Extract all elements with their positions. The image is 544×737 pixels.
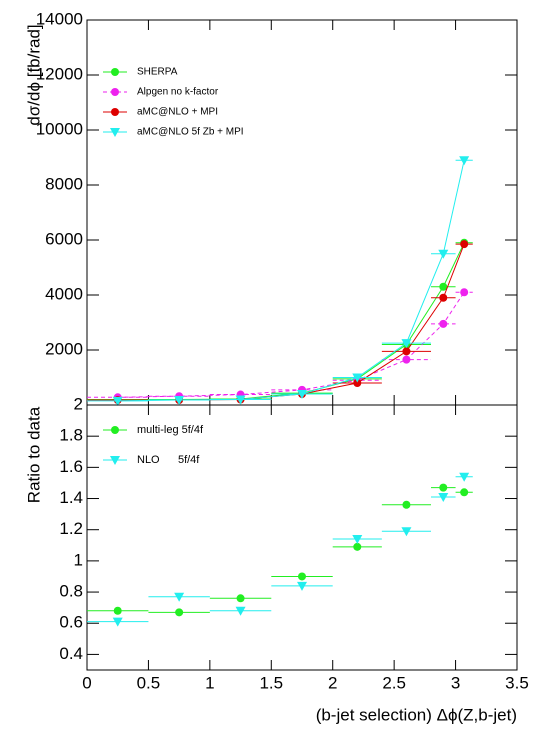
marker xyxy=(235,395,246,405)
y-tick-label: 8000 xyxy=(45,174,83,193)
marker xyxy=(174,396,185,406)
marker xyxy=(235,606,246,616)
plot-frame xyxy=(86,404,518,671)
marker xyxy=(460,240,469,249)
legend-marker xyxy=(111,426,119,434)
marker xyxy=(460,488,469,497)
x-tick-label: 2.5 xyxy=(382,673,406,692)
marker xyxy=(298,572,306,581)
x-tick-label: 0 xyxy=(82,673,91,692)
legend-marker xyxy=(111,68,119,76)
legend-marker xyxy=(111,88,119,96)
marker xyxy=(352,535,363,545)
legend-label: aMC@NLO + MPI xyxy=(137,107,218,118)
marker xyxy=(439,319,448,328)
y-tick-label: 12000 xyxy=(36,64,83,83)
marker xyxy=(401,339,412,349)
y-tick-label: 1.6 xyxy=(59,457,83,476)
y-tick-label: 1.2 xyxy=(59,519,83,538)
marker xyxy=(438,492,449,502)
y-tick-label: 1.8 xyxy=(59,426,83,445)
series-line xyxy=(117,243,465,401)
y-axis-label: Ratio to data xyxy=(24,406,43,503)
marker xyxy=(439,293,448,302)
y-tick-label: 2000 xyxy=(45,339,83,358)
legend-marker xyxy=(111,108,119,116)
legend-label: NLO 5f/4f xyxy=(137,454,200,466)
y-tick-label: 1 xyxy=(74,550,83,569)
y-tick-label: 0.8 xyxy=(59,582,83,601)
x-tick-label: 1 xyxy=(205,673,214,692)
marker xyxy=(459,472,470,482)
marker xyxy=(175,608,184,617)
legend-marker xyxy=(110,456,120,465)
marker xyxy=(113,606,122,615)
marker xyxy=(352,373,363,383)
marker xyxy=(353,542,362,551)
legend-label: multi-leg 5f/4f xyxy=(137,424,204,436)
x-tick-label: 0.5 xyxy=(137,673,161,692)
x-tick-label: 3.5 xyxy=(505,673,529,692)
legend-label: aMC@NLO 5f Zb + MPI xyxy=(137,127,244,138)
marker xyxy=(401,527,412,537)
legend-label: Alpgen no k-factor xyxy=(137,87,219,98)
marker xyxy=(174,592,185,602)
marker xyxy=(112,617,123,627)
y-tick-label: 14000 xyxy=(36,9,83,28)
y-tick-label: 6000 xyxy=(45,229,83,248)
x-tick-label: 3 xyxy=(451,673,460,692)
y-axis-label: dσ/dϕ [fb/rad] xyxy=(24,24,43,125)
y-tick-label: 0.6 xyxy=(59,613,83,632)
marker xyxy=(297,390,307,399)
marker xyxy=(112,396,123,406)
marker xyxy=(460,288,469,297)
x-axis-label: (b-jet selection) Δϕ(Z,b-jet) xyxy=(316,705,517,724)
legend-marker xyxy=(110,128,120,137)
marker xyxy=(438,249,449,259)
x-tick-label: 1.5 xyxy=(259,673,283,692)
y-tick-label: 4000 xyxy=(45,284,83,303)
marker xyxy=(439,483,448,492)
marker xyxy=(353,379,362,387)
marker xyxy=(236,594,245,603)
y-tick-label: 10000 xyxy=(36,119,83,138)
y-tick-label: 0.4 xyxy=(59,644,83,663)
marker xyxy=(439,282,448,291)
marker xyxy=(297,581,307,591)
marker xyxy=(402,347,411,356)
series-line xyxy=(117,291,465,398)
marker xyxy=(459,156,470,166)
y-tick-label: 1.4 xyxy=(59,488,83,507)
legend-label: SHERPA xyxy=(137,67,178,78)
series-line xyxy=(117,160,465,402)
series-line xyxy=(117,242,465,400)
x-tick-label: 2 xyxy=(328,673,337,692)
y-tick-label: 2 xyxy=(74,394,83,413)
marker xyxy=(402,355,411,364)
marker xyxy=(402,500,411,509)
